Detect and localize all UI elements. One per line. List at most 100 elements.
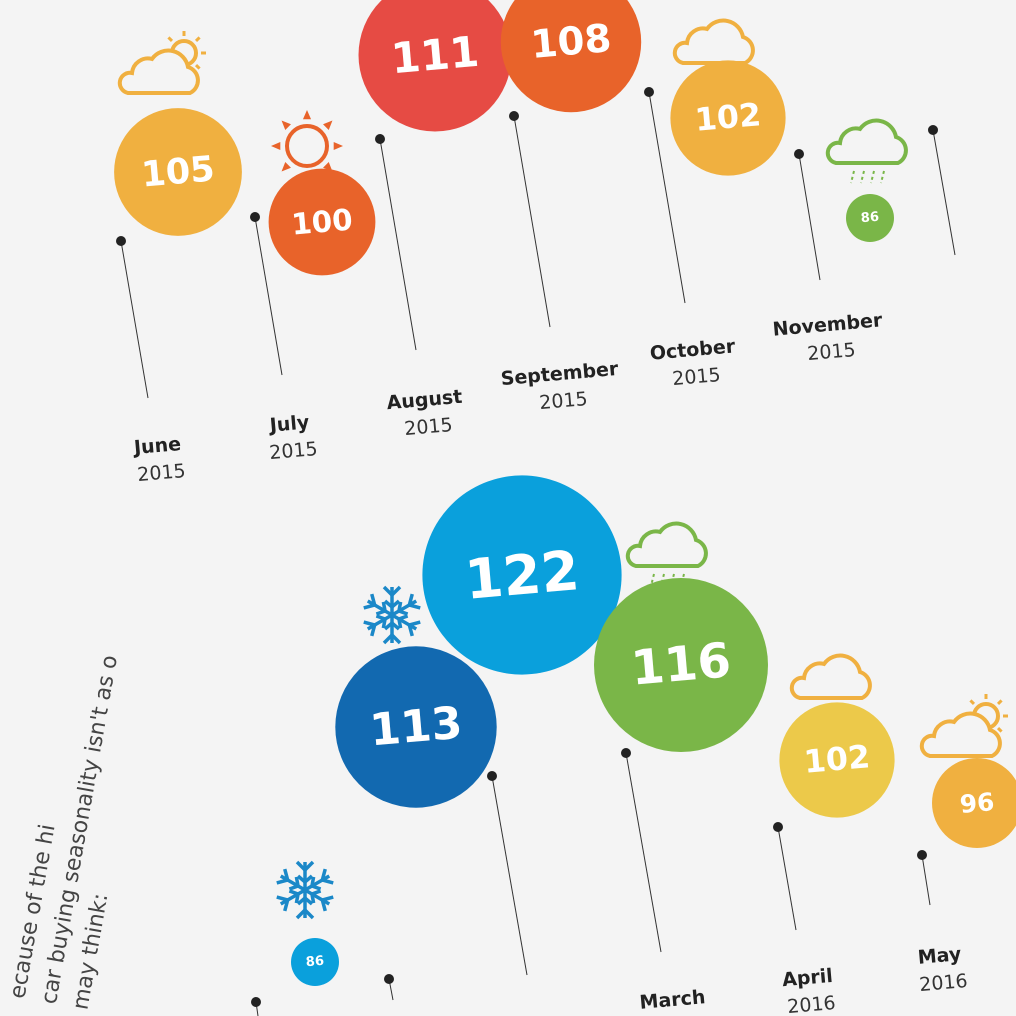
weather-icon xyxy=(919,711,1002,758)
snow-tip xyxy=(363,593,421,637)
year-label: 2015 xyxy=(538,388,588,414)
sun-ray xyxy=(969,699,976,706)
bubble-value: 113 xyxy=(368,698,465,757)
month-label: June xyxy=(131,433,182,459)
month-label: November xyxy=(772,309,884,341)
side-text: ecause of the hi car buying seasonality … xyxy=(5,653,123,1011)
bubble-value: 111 xyxy=(389,27,481,83)
year-label: 2015 xyxy=(268,438,318,464)
pin-line xyxy=(648,91,686,304)
weather-icon xyxy=(625,521,708,587)
cloud-shape xyxy=(919,711,1002,758)
bubble-value: 122 xyxy=(462,538,581,612)
month-label: April xyxy=(781,965,833,991)
pin-line xyxy=(120,240,149,399)
sun-ray xyxy=(323,162,333,172)
weather-icon xyxy=(919,694,1008,758)
pin-dot xyxy=(773,822,783,832)
month-label: September xyxy=(500,358,620,390)
year-label: 2016 xyxy=(918,970,968,996)
bubble xyxy=(358,0,512,132)
pin-dot xyxy=(928,125,938,135)
pin-dot xyxy=(917,850,927,860)
weather-icon xyxy=(789,653,872,700)
pin-dot xyxy=(487,771,497,781)
sun-ray xyxy=(281,120,291,130)
bubble xyxy=(335,646,497,808)
weather-icon xyxy=(672,18,755,65)
month-label: October xyxy=(649,335,737,364)
bubble-value: 86 xyxy=(860,210,880,227)
bubble xyxy=(268,168,376,276)
weather-icon xyxy=(825,118,908,184)
sun-ray xyxy=(996,726,1003,733)
weather-icon xyxy=(276,860,334,920)
rain-drop xyxy=(650,573,655,587)
bubble-value: 100 xyxy=(290,202,354,241)
month-label: March xyxy=(639,986,707,1014)
year-label: 2016 xyxy=(786,992,836,1016)
pin-dot xyxy=(794,149,804,159)
bubble-value: 105 xyxy=(140,148,217,195)
snow-tip xyxy=(276,868,334,912)
pin-line xyxy=(625,752,662,953)
sun-ray xyxy=(323,120,333,130)
sun-ray xyxy=(167,36,174,43)
bubble xyxy=(422,475,622,675)
pin-line xyxy=(932,129,956,256)
pin-dot xyxy=(116,236,126,246)
bubble-value: 96 xyxy=(959,787,996,819)
bubble xyxy=(932,758,1016,848)
pin-line xyxy=(513,115,551,328)
bubble xyxy=(779,702,895,818)
year-label: 2015 xyxy=(806,339,856,365)
bubble xyxy=(291,938,339,986)
snow-tip xyxy=(382,585,402,645)
cloud-shape xyxy=(789,653,872,700)
year-label: 2015 xyxy=(403,414,453,440)
pin-dot xyxy=(644,87,654,97)
year-label: 2015 xyxy=(671,364,721,390)
snow-arm xyxy=(276,868,334,912)
bubble xyxy=(114,108,242,236)
sun-ray xyxy=(271,141,281,151)
weather-icon xyxy=(117,48,200,95)
snow-arm xyxy=(363,593,421,637)
sun-ray xyxy=(302,110,312,120)
cloud-shape xyxy=(117,48,200,95)
rain-drop xyxy=(880,170,885,184)
pin-dot xyxy=(621,748,631,758)
cloud-shape xyxy=(672,18,755,65)
pin-dot xyxy=(509,111,519,121)
pin-dot xyxy=(251,997,261,1007)
rain-drop xyxy=(870,170,875,184)
pin-line xyxy=(491,775,528,976)
pin-dot xyxy=(384,974,394,984)
rain-drop xyxy=(860,170,865,184)
bubble xyxy=(670,60,786,176)
sun-ray xyxy=(333,141,343,151)
pin-dot xyxy=(250,212,260,222)
snow-tip xyxy=(363,593,421,637)
year-label: 2015 xyxy=(136,460,186,486)
bubble-value: 102 xyxy=(693,97,762,139)
bubble-value: 102 xyxy=(802,739,871,781)
month-label: July xyxy=(267,411,311,437)
pin-line xyxy=(379,138,417,351)
weather-icon xyxy=(363,585,421,645)
pin-line xyxy=(777,826,797,931)
sun-ray xyxy=(281,162,291,172)
sun xyxy=(285,124,329,168)
rain-drop xyxy=(850,170,855,184)
month-label: August xyxy=(386,386,463,415)
cloud-shape xyxy=(625,521,708,568)
bubble-value: 86 xyxy=(305,954,325,971)
sun-ray xyxy=(996,699,1003,706)
sun-ray xyxy=(194,63,201,70)
pin-line xyxy=(798,153,821,281)
snow-tip xyxy=(295,860,315,920)
weather-icon xyxy=(117,31,206,95)
bubble xyxy=(500,0,642,113)
pin-dot xyxy=(375,134,385,144)
